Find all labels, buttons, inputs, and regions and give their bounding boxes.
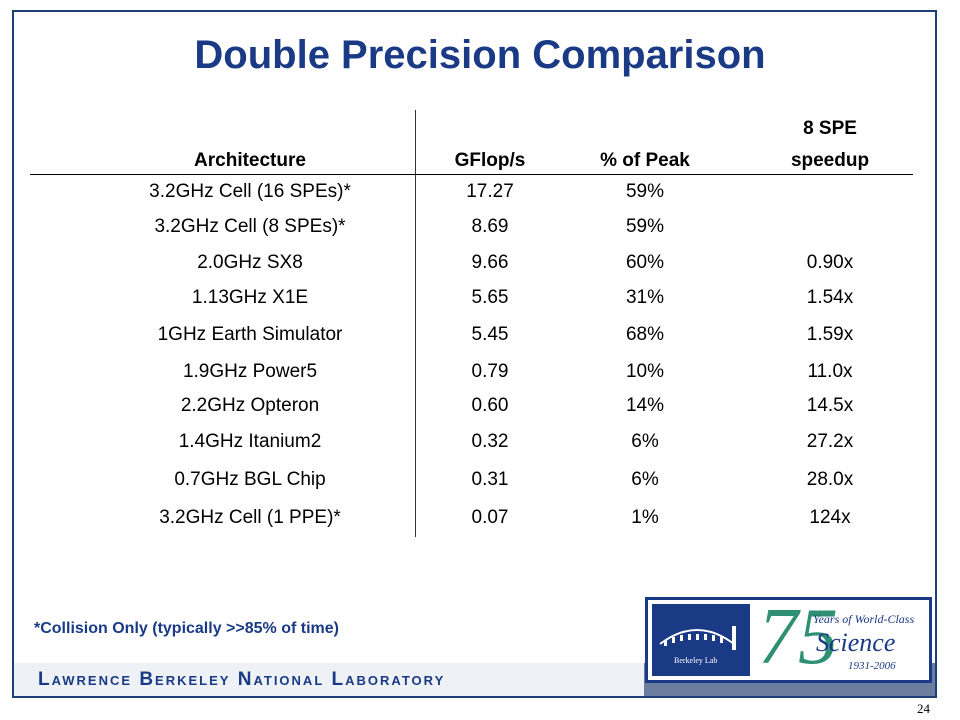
slide-title: Double Precision Comparison (194, 33, 766, 77)
table-cell-arch: 3.2GHz Cell (16 SPEs)* (149, 181, 351, 202)
table-cell-arch: 0.7GHz BGL Chip (174, 469, 326, 490)
berkeley-lab-text: Berkeley Lab (674, 656, 718, 665)
anniversary-dates: 1931-2006 (848, 660, 896, 672)
slide-frame (12, 10, 937, 698)
table-cell-speedup: 124x (809, 507, 851, 528)
table-cell-arch: 1.13GHz X1E (191, 287, 309, 308)
page-number: 24 (917, 701, 930, 716)
anniversary-tagline: Years of World-Class (813, 612, 915, 626)
table-cell-peak: 60% (625, 252, 665, 273)
header-gflops: GFlop/s (454, 150, 526, 171)
table-cell-gflops: 9.66 (471, 252, 509, 273)
table-cell-gflops: 0.60 (471, 395, 509, 416)
table-cell-speedup: 11.0x (807, 361, 853, 382)
table-cell-arch: 3.2GHz Cell (1 PPE)* (159, 507, 341, 528)
column-divider (415, 110, 416, 537)
table-cell-gflops: 0.32 (471, 431, 509, 452)
berkeley-lab-logo: Berkeley Lab (652, 604, 750, 676)
header-rule (30, 174, 913, 175)
table-cell-speedup: 27.2x (806, 431, 854, 452)
lab-banner-left (14, 663, 644, 696)
table-cell-gflops: 0.79 (471, 361, 509, 382)
footnote: *Collision Only (typically >>85% of time… (34, 620, 339, 637)
header-architecture: Architecture (194, 150, 306, 171)
table-cell-speedup: 28.0x (806, 469, 854, 490)
table-cell-gflops: 17.27 (466, 181, 514, 202)
building-icon (659, 626, 736, 650)
table-cell-peak: 59% (625, 216, 665, 237)
table-cell-speedup: 1.54x (806, 287, 854, 308)
table-cell-arch: 2.2GHz Opteron (180, 395, 320, 416)
table-cell-speedup: 14.5x (806, 395, 854, 416)
table-cell-peak: 6% (631, 431, 659, 452)
table-cell-arch: 1GHz Earth Simulator (157, 324, 343, 345)
header-speedup-line1: 8 SPE (803, 118, 857, 139)
lab-name: Lawrence Berkeley National Laboratory (38, 669, 446, 690)
table-cell-arch: 1.9GHz Power5 (182, 361, 318, 382)
table-cell-gflops: 5.45 (471, 324, 509, 345)
table-cell-gflops: 0.31 (471, 469, 509, 490)
table-cell-peak: 31% (625, 287, 665, 308)
header-peak: % of Peak (600, 150, 690, 171)
anniversary-number: 75 (758, 593, 838, 681)
table-cell-gflops: 8.69 (471, 216, 509, 237)
table-cell-peak: 14% (625, 395, 665, 416)
table-cell-arch: 3.2GHz Cell (8 SPEs)* (154, 216, 346, 237)
table-cell-peak: 1% (631, 507, 659, 528)
table-cell-peak: 10% (625, 361, 665, 382)
table-cell-gflops: 0.07 (471, 507, 509, 528)
table-cell-arch: 2.0GHz SX8 (197, 252, 303, 273)
table-cell-speedup: 0.90x (806, 252, 854, 273)
table-cell-arch: 1.4GHz Itanium2 (178, 431, 322, 452)
lab-banner (14, 663, 935, 696)
header-speedup-line2: speedup (790, 150, 870, 171)
table-cell-peak: 59% (625, 181, 665, 202)
table-cell-peak: 6% (631, 469, 659, 490)
table-cell-peak: 68% (625, 324, 665, 345)
anniversary-science: Science (816, 628, 896, 657)
table-cell-gflops: 5.65 (471, 287, 509, 308)
anniversary-logo: Berkeley Lab 75 Years of World-Class Sci… (645, 593, 932, 683)
table-cell-speedup: 1.59x (806, 324, 854, 345)
